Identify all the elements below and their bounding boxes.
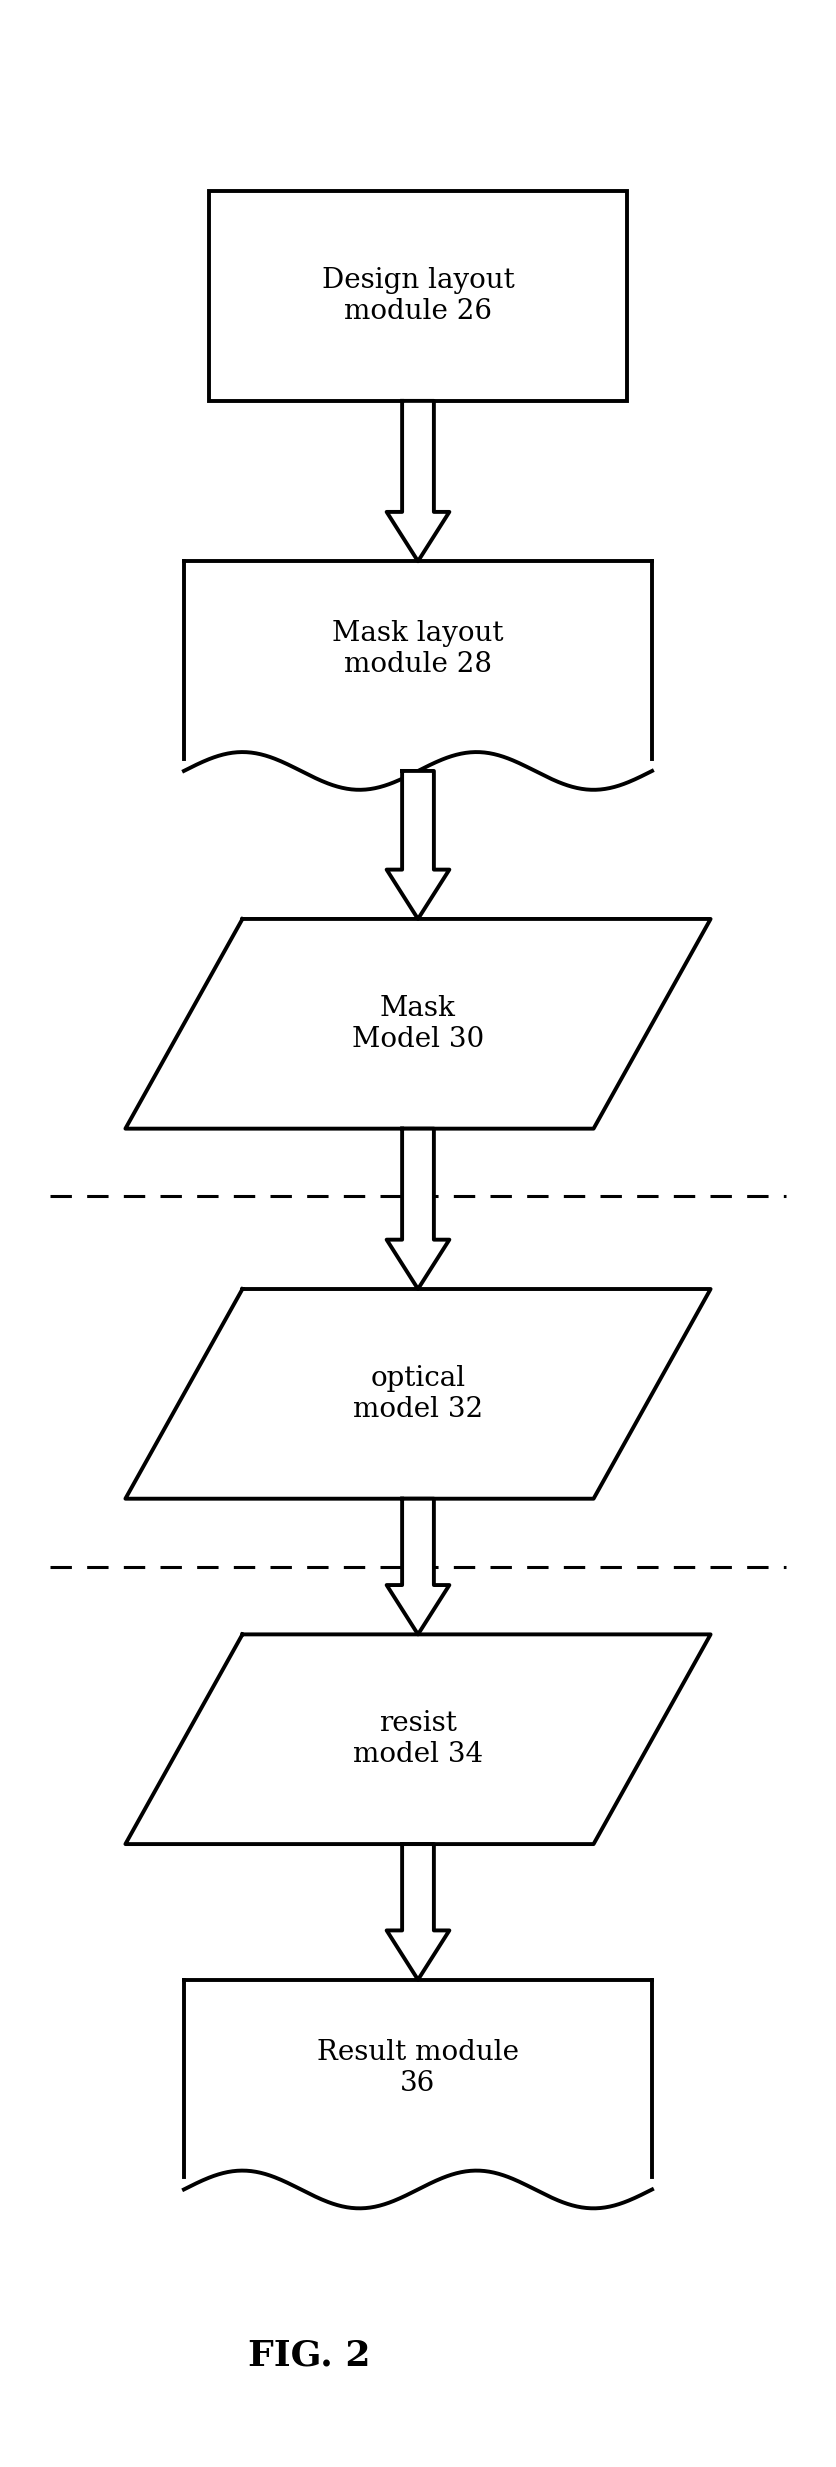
- Polygon shape: [386, 400, 450, 562]
- Polygon shape: [125, 920, 711, 1130]
- Polygon shape: [125, 1288, 711, 1497]
- Text: FIG. 2: FIG. 2: [248, 2339, 370, 2373]
- Polygon shape: [386, 1845, 450, 1979]
- Text: optical
model 32: optical model 32: [353, 1364, 483, 1423]
- Bar: [184, 1979, 652, 2191]
- Polygon shape: [386, 1497, 450, 1636]
- Text: Result module
36: Result module 36: [317, 2038, 519, 2097]
- Text: Design layout
module 26: Design layout module 26: [322, 266, 514, 326]
- Polygon shape: [125, 1633, 711, 1845]
- Text: Mask layout
module 28: Mask layout module 28: [332, 619, 504, 678]
- Text: resist
model 34: resist model 34: [353, 1710, 483, 1769]
- Text: Mask
Model 30: Mask Model 30: [352, 994, 484, 1053]
- Bar: [184, 562, 652, 770]
- Polygon shape: [386, 1130, 450, 1288]
- Bar: [209, 192, 627, 400]
- Polygon shape: [386, 770, 450, 920]
